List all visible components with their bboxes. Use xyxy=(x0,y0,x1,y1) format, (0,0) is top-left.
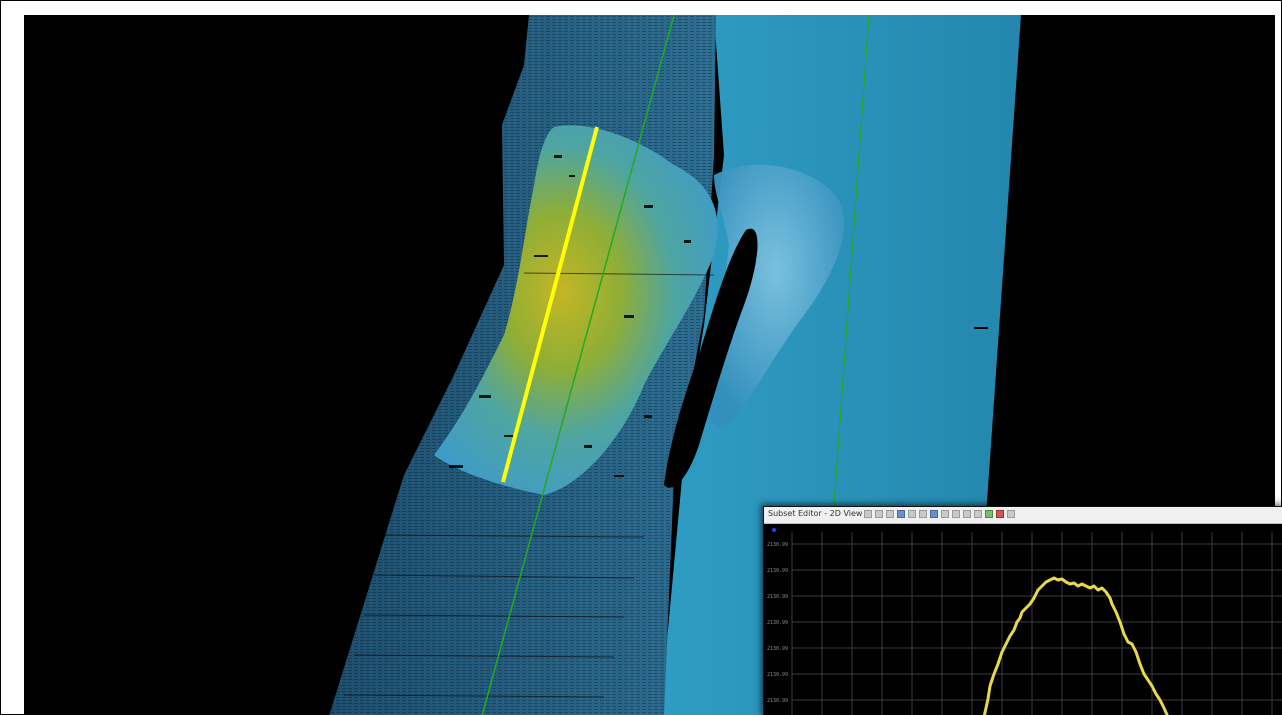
y-axis-label: 2130.99 xyxy=(767,620,788,626)
select-icon[interactable] xyxy=(864,510,872,518)
stop-icon[interactable] xyxy=(996,510,1004,518)
blue-marker-icon xyxy=(772,528,776,532)
undo-icon[interactable] xyxy=(963,510,971,518)
depth-profile-curve xyxy=(982,576,1169,715)
ping-artifacts xyxy=(343,272,715,698)
ridge-right-feature xyxy=(707,164,845,428)
y-axis-label: 2130.99 xyxy=(767,594,788,600)
subset-editor-window[interactable]: Subset Editor - 2D View 21 xyxy=(763,506,1282,715)
subset-editor-titlebar[interactable]: Subset Editor - 2D View xyxy=(764,507,1282,524)
ruler-icon[interactable] xyxy=(908,510,916,518)
settings-icon[interactable] xyxy=(941,510,949,518)
data-gaps xyxy=(449,155,691,477)
edge-artifact xyxy=(974,327,988,329)
close-icon[interactable] xyxy=(1007,510,1015,518)
profile-plot-area[interactable]: 2130.99 2130.99 2130.99 2130.99 2130.99 2130.… xyxy=(764,524,1282,715)
zoom-icon[interactable] xyxy=(875,510,883,518)
redo-icon[interactable] xyxy=(974,510,982,518)
profile-plot[interactable]: 2130.99 2130.99 2130.99 2130.99 2130.99 2130.… xyxy=(764,524,1282,715)
y-axis-label: 2130.99 xyxy=(767,542,788,548)
y-axis-label: 2130.99 xyxy=(767,698,788,704)
plot-grid xyxy=(791,532,1282,715)
rotate-icon[interactable] xyxy=(897,510,905,518)
y-axis-label: 2130.99 xyxy=(767,672,788,678)
y-axis-labels: 2130.99 2130.99 2130.99 2130.99 2130.99 2130.… xyxy=(767,542,788,704)
trench-shadow xyxy=(664,228,758,488)
y-axis-label: 2130.99 xyxy=(767,646,788,652)
y-axis-label: 2130.99 xyxy=(767,568,788,574)
subset-editor-title: Subset Editor - 2D View xyxy=(768,509,863,518)
profile-line[interactable] xyxy=(501,126,599,483)
ridge-feature xyxy=(434,125,718,495)
layers-icon[interactable] xyxy=(930,510,938,518)
color-icon[interactable] xyxy=(952,510,960,518)
track-line-left xyxy=(481,15,675,715)
filter-icon[interactable] xyxy=(919,510,927,518)
subset-editor-toolbar xyxy=(864,510,1015,520)
play-icon[interactable] xyxy=(985,510,993,518)
pan-icon[interactable] xyxy=(886,510,894,518)
